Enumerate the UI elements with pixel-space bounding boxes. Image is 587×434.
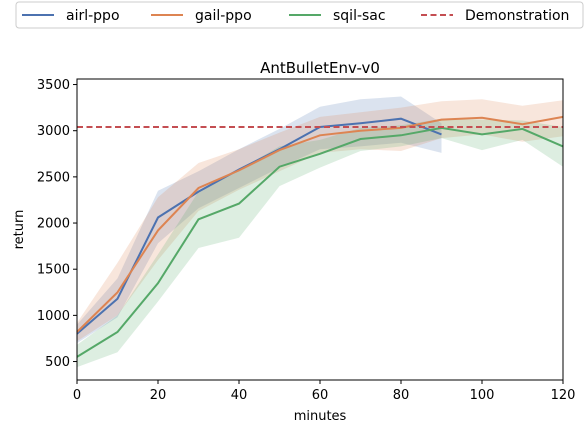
y-tick-label: 3500: [37, 78, 70, 93]
legend: airl-ppo gail-ppo sqil-sac Demonstration: [15, 1, 584, 29]
legend-item-demonstration: Demonstration: [421, 8, 569, 24]
y-tick-label: 3000: [37, 124, 70, 139]
sqil-sac-band: [77, 118, 563, 368]
x-tick: 60: [312, 380, 329, 403]
x-tick: 20: [150, 380, 167, 403]
y-tick-label: 2000: [37, 217, 70, 232]
y-axis-label: return: [12, 210, 27, 250]
x-tick-label: 40: [231, 388, 248, 403]
x-tick: 120: [551, 380, 576, 403]
gail-ppo-line: [76, 115, 564, 333]
x-tick: 100: [470, 380, 495, 403]
x-tick-label: 0: [73, 388, 81, 403]
y-tick: 1500: [37, 263, 77, 278]
y-tick: 3000: [37, 124, 77, 139]
y-tick-label: 1000: [37, 309, 70, 324]
legend-label: sqil-sac: [333, 8, 386, 24]
x-tick-label: 120: [551, 388, 576, 403]
legend-item-airl-ppo: airl-ppo: [22, 8, 120, 24]
x-axis-ticks: 0 20 40 60 80 100 120: [73, 380, 576, 403]
y-tick: 1000: [37, 309, 77, 324]
x-tick: 80: [393, 380, 410, 403]
x-tick: 0: [73, 380, 81, 403]
x-axis-label: minutes: [294, 409, 347, 424]
x-tick-label: 100: [470, 388, 495, 403]
y-axis-ticks: 500 1000 1500 2000 2500 3000 3500: [37, 78, 77, 370]
y-tick: 500: [45, 355, 77, 370]
x-tick-label: 20: [150, 388, 167, 403]
legend-label: Demonstration: [465, 8, 569, 24]
y-tick-label: 500: [45, 355, 70, 370]
series-lines: [76, 115, 564, 358]
sqil-sac-line: [76, 126, 564, 358]
x-tick-label: 80: [393, 388, 410, 403]
y-tick: 2000: [37, 217, 77, 232]
x-tick-label: 60: [312, 388, 329, 403]
legend-label: airl-ppo: [66, 8, 120, 24]
chart-title: AntBulletEnv-v0: [260, 59, 380, 77]
legend-item-sqil-sac: sqil-sac: [289, 8, 386, 24]
y-tick: 2500: [37, 170, 77, 185]
x-tick: 40: [231, 380, 248, 403]
y-tick-label: 2500: [37, 170, 70, 185]
legend-label: gail-ppo: [195, 8, 252, 24]
y-tick-label: 1500: [37, 263, 70, 278]
y-tick: 3500: [37, 78, 77, 93]
legend-item-gail-ppo: gail-ppo: [151, 8, 252, 24]
